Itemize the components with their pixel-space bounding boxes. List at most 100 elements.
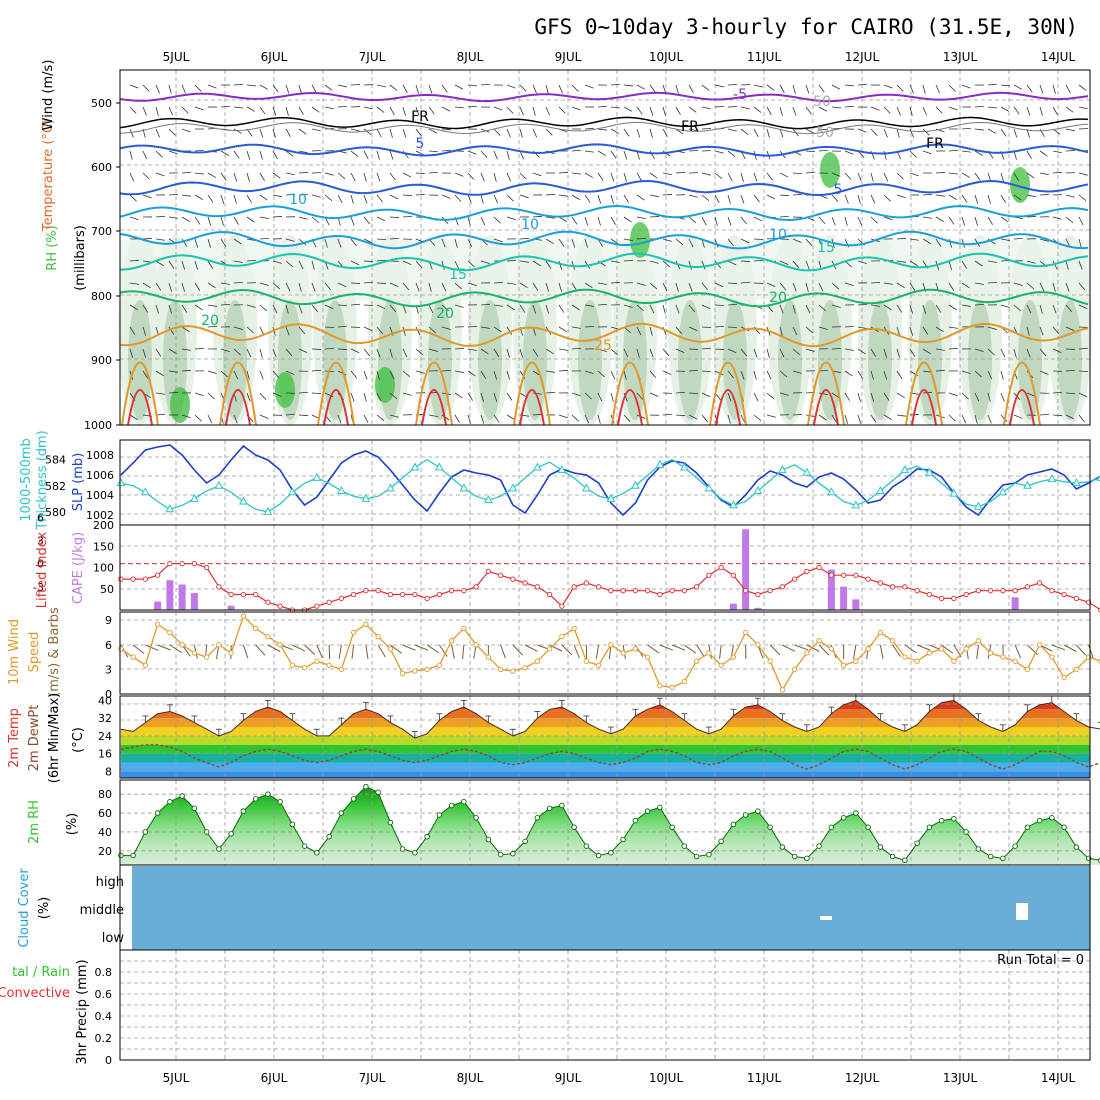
surface-wind-barb xyxy=(512,644,523,656)
wind-barb xyxy=(441,194,451,199)
thickness-line xyxy=(120,458,1100,513)
surface-wind-barb xyxy=(169,644,182,654)
wind-barb xyxy=(558,282,563,292)
wind-barb xyxy=(883,106,891,114)
wind-barb xyxy=(363,370,368,380)
wind-barb xyxy=(1065,106,1074,113)
wind-barb xyxy=(870,304,880,307)
wind-barb xyxy=(480,348,489,355)
lifted-index-marker xyxy=(730,572,737,578)
surface-wind-barb xyxy=(696,644,705,658)
wind-barb xyxy=(870,172,874,182)
wind-barb xyxy=(350,303,361,306)
wind-barb xyxy=(909,282,916,291)
wind-barb xyxy=(285,194,296,196)
lifted-index-marker xyxy=(718,564,724,571)
wind-barb xyxy=(493,238,503,243)
top-date-label: 12JUL xyxy=(845,50,880,64)
wind-barb xyxy=(883,414,892,420)
wind-barb xyxy=(649,194,659,198)
rh-marker xyxy=(853,810,859,816)
wind-barb xyxy=(181,84,186,94)
wind-barb xyxy=(194,347,205,350)
wind-barb xyxy=(532,413,543,416)
wind-barb xyxy=(1065,194,1075,198)
wind-barb xyxy=(220,370,228,378)
wind-barb xyxy=(675,326,683,335)
hot-loop xyxy=(911,389,937,426)
wind-barb xyxy=(506,216,516,221)
lifted-index-marker xyxy=(865,576,871,582)
wind-barb xyxy=(584,84,594,89)
thickness-dm-label: Thickness (dm) xyxy=(35,430,50,530)
wind-barb xyxy=(740,128,749,135)
wind-barb xyxy=(597,282,607,285)
thickness-axis-label: 1000-500mb xyxy=(19,438,34,522)
rh-tick: 60 xyxy=(98,807,112,820)
cape-tick: 50 xyxy=(100,583,114,596)
wind-barb xyxy=(688,84,694,94)
wind-barb xyxy=(168,193,179,196)
wind-barb xyxy=(480,326,490,329)
wind-barb xyxy=(337,304,348,306)
rh-marker xyxy=(987,853,994,860)
wind-barb xyxy=(454,347,465,350)
wind-barb xyxy=(311,304,319,313)
wind-barb xyxy=(376,172,381,182)
wind-barb xyxy=(285,282,291,292)
lifted-index-marker xyxy=(534,584,541,590)
slp-tick: 1006 xyxy=(86,469,114,482)
wind-barb xyxy=(701,414,708,423)
contour-label: FR xyxy=(681,119,699,135)
lifted-index-marker xyxy=(522,580,528,586)
wind-barb xyxy=(142,172,150,180)
wind-barb xyxy=(1078,392,1088,398)
wind-barb xyxy=(844,216,848,226)
wind-barb xyxy=(701,370,712,372)
wind-barb xyxy=(779,348,785,358)
wind-barb xyxy=(376,392,382,402)
rh-area-fill xyxy=(120,786,1100,865)
rh-shade-mid xyxy=(378,300,402,420)
wind-barb xyxy=(753,392,759,402)
wind-barb xyxy=(441,304,449,312)
contour-label: 50 xyxy=(816,125,834,141)
wind-barb xyxy=(740,194,745,204)
svg-text:RH (%): RH (%) xyxy=(45,225,60,270)
cape-bar xyxy=(154,601,162,610)
surface-wind-barb xyxy=(242,644,249,659)
thickness-tick: 582 xyxy=(45,480,66,493)
top-date-label: 8JUL xyxy=(457,50,484,64)
wind-barb xyxy=(194,260,198,270)
thickness-marker xyxy=(729,500,738,509)
wind-barb xyxy=(974,128,984,131)
lifted-index-tick: -3 xyxy=(33,581,44,594)
wind-speed-marker xyxy=(546,646,553,652)
wind-barb xyxy=(727,348,737,354)
rh-marker xyxy=(889,853,896,860)
wind-barb xyxy=(961,304,971,307)
wind-barb xyxy=(675,304,680,314)
wind-barb xyxy=(311,194,321,198)
wind-barb xyxy=(558,84,563,94)
wind-barb xyxy=(259,392,267,400)
wind-barb xyxy=(259,348,263,358)
wind-barb xyxy=(428,128,438,134)
wind-barb xyxy=(129,106,137,114)
wind-barb xyxy=(831,414,837,423)
wind-barb xyxy=(519,237,530,240)
wind-barb xyxy=(753,414,762,422)
cape-bar xyxy=(227,605,235,610)
contour-label: 25 xyxy=(594,338,612,354)
wind-speed-marker xyxy=(1024,666,1031,673)
wind-10m-label: 10m Wind xyxy=(7,619,22,685)
wind-barb xyxy=(623,194,629,203)
surface-wind-barb xyxy=(132,644,145,654)
wind-barb xyxy=(272,260,282,264)
wind-barb xyxy=(259,150,263,160)
wind-barb xyxy=(142,106,147,116)
wind-barb xyxy=(155,413,166,416)
wind-barb xyxy=(259,304,268,312)
rh-marker xyxy=(265,791,271,797)
wind-barb xyxy=(519,260,529,263)
